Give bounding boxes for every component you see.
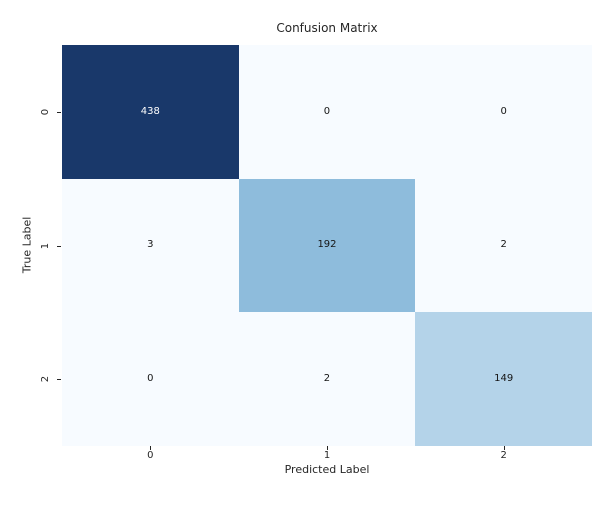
cell-value: 0 (147, 373, 154, 385)
y-tick-label: 2 (40, 375, 51, 383)
y-tick-label: 1 (40, 242, 51, 249)
heatmap-cell-r1c0: 3 (62, 178, 239, 313)
x-tick-label: 1 (323, 450, 331, 461)
y-tick-mark (57, 111, 61, 113)
heatmap-cell-r2c0: 0 (62, 312, 239, 446)
chart-title: Confusion Matrix (276, 21, 378, 35)
x-tick-label: 2 (500, 450, 507, 461)
heatmap-cell-r1c2: 2 (415, 178, 592, 313)
x-tick-label: 0 (147, 450, 154, 461)
heatmap-cell-r0c2: 0 (415, 45, 592, 179)
cell-value: 3 (147, 239, 154, 251)
cell-value: 0 (323, 105, 331, 117)
heatmap-cell-r0c1: 0 (238, 45, 416, 179)
y-tick-mark (57, 379, 61, 381)
x-tick-mark (150, 446, 152, 450)
cell-value: 2 (500, 239, 507, 251)
y-axis-label: True Label (20, 216, 34, 274)
heatmap-cell-r2c1: 2 (238, 312, 416, 446)
heatmap-cell-r2c2: 149 (415, 312, 592, 446)
heatmap: 438 0 0 3 192 2 0 2 149 (62, 45, 592, 446)
cell-value: 192 (317, 239, 337, 251)
y-tick-mark (57, 245, 61, 247)
heatmap-cell-r1c1: 192 (238, 178, 416, 313)
heatmap-cell-r0c0: 438 (62, 45, 239, 179)
x-tick-mark (503, 446, 505, 450)
y-tick-label: 0 (40, 108, 51, 116)
cell-value: 438 (140, 105, 160, 117)
cell-value: 0 (500, 105, 507, 117)
cell-value: 149 (494, 373, 514, 385)
x-axis-label: Predicted Label (284, 463, 370, 476)
x-tick-mark (327, 446, 328, 450)
cell-value: 2 (323, 373, 331, 385)
